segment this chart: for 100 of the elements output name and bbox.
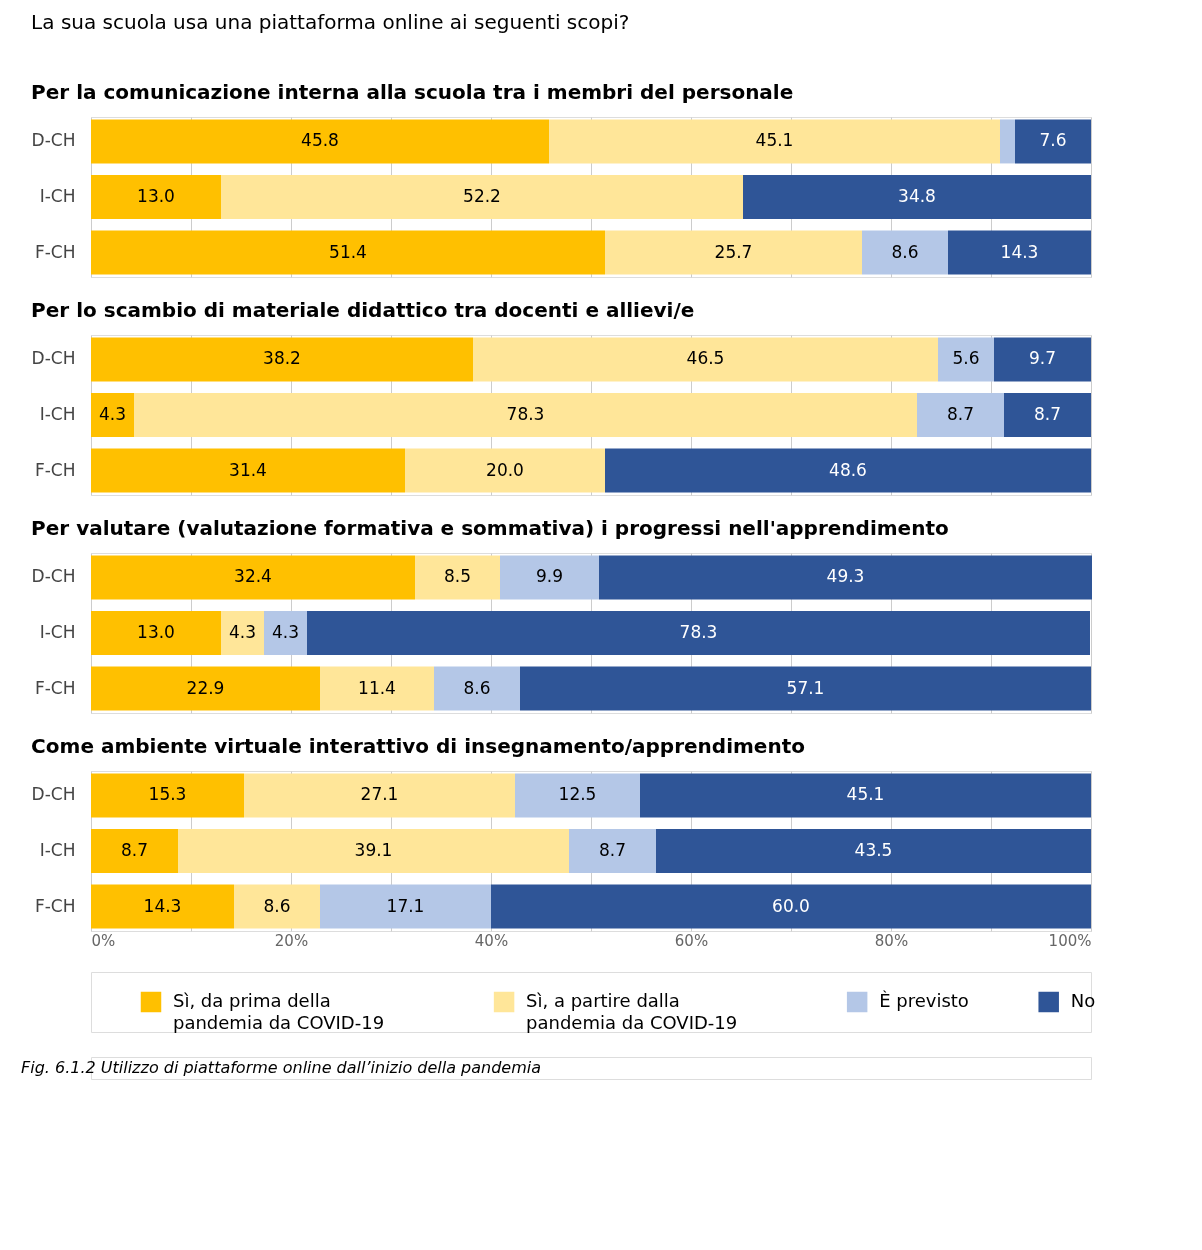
y-tick-label: D-CH bbox=[31, 130, 76, 151]
y-tick-label: D-CH bbox=[31, 348, 76, 369]
bar bbox=[91, 337, 473, 382]
bar bbox=[91, 230, 605, 275]
bar bbox=[434, 666, 520, 711]
bar bbox=[520, 666, 1091, 711]
data-label: 78.3 bbox=[679, 622, 718, 642]
data-label: 9.9 bbox=[535, 566, 564, 587]
chart-title: Per lo scambio di materiale didattico tra docenti e allievi/e bbox=[31, 298, 695, 322]
data-label: 48.6 bbox=[829, 459, 867, 480]
bar bbox=[605, 448, 1091, 493]
x-tick-label: 20% bbox=[274, 931, 309, 950]
data-label: 13.0 bbox=[137, 186, 175, 206]
bar bbox=[549, 119, 1000, 164]
y-tick-label: D-CH bbox=[31, 784, 76, 805]
bar bbox=[1015, 119, 1091, 164]
caption: Fig. 6.1.2 Utilizzo di piattaforme online dall’inizio della pandemia bbox=[21, 1058, 542, 1077]
legend-label: È previsto bbox=[879, 990, 969, 1011]
data-label: 14.3 bbox=[1000, 241, 1039, 262]
data-label: 57.1 bbox=[786, 677, 825, 698]
data-label: 43.5 bbox=[854, 840, 893, 860]
bar bbox=[91, 448, 405, 493]
y-tick-label: D-CH bbox=[31, 566, 76, 587]
bar bbox=[1000, 119, 1015, 164]
data-label: 49.3 bbox=[826, 566, 865, 587]
data-label: 7.6 bbox=[1039, 130, 1067, 151]
bar bbox=[91, 555, 415, 600]
data-label: 45.8 bbox=[301, 130, 339, 151]
data-label: 8.7 bbox=[598, 840, 627, 860]
bar bbox=[134, 393, 917, 437]
bar bbox=[948, 230, 1091, 275]
data-label: 34.8 bbox=[898, 186, 936, 206]
data-label: 14.3 bbox=[143, 895, 182, 916]
bar bbox=[917, 393, 1004, 437]
data-label: 32.4 bbox=[234, 566, 272, 587]
data-label: 22.9 bbox=[186, 677, 225, 698]
data-label: 8.7 bbox=[120, 840, 149, 860]
bar bbox=[938, 337, 994, 382]
y-tick-label: F-CH bbox=[34, 895, 76, 916]
bar bbox=[264, 611, 307, 655]
data-label: 4.3 bbox=[228, 622, 257, 642]
legend-label: Sì, a partire dalla pandemia da COVID-19 bbox=[526, 990, 738, 1033]
y-tick-label: I-CH bbox=[39, 840, 76, 860]
data-label: 8.5 bbox=[443, 566, 472, 587]
bar bbox=[91, 611, 221, 655]
data-label: 4.3 bbox=[98, 404, 127, 424]
bar bbox=[320, 666, 434, 711]
bar bbox=[1004, 393, 1091, 437]
y-tick-label: I-CH bbox=[39, 186, 76, 206]
bar bbox=[599, 555, 1092, 600]
chart-title: Come ambiente virtuale interattivo di insegnamento/apprendimento bbox=[31, 734, 805, 758]
data-label: 8.6 bbox=[463, 677, 491, 698]
data-label: 8.6 bbox=[891, 241, 919, 262]
bar bbox=[307, 611, 1090, 655]
x-tick-label: 60% bbox=[674, 931, 709, 950]
data-label: 52.2 bbox=[463, 186, 501, 206]
x-tick-label: 40% bbox=[474, 931, 509, 950]
data-label: 12.5 bbox=[558, 784, 597, 805]
y-tick-label: I-CH bbox=[39, 404, 76, 424]
data-label: 45.1 bbox=[755, 130, 794, 151]
bar bbox=[605, 230, 862, 275]
data-label: 60.0 bbox=[772, 895, 810, 916]
bar bbox=[405, 448, 605, 493]
bar bbox=[473, 337, 938, 382]
bar bbox=[91, 666, 320, 711]
data-label: 38.2 bbox=[263, 348, 301, 369]
bar bbox=[994, 337, 1091, 382]
legend-label: Sì, da prima della pandemia da COVID-19 bbox=[173, 990, 385, 1033]
legend-label: No bbox=[1070, 990, 1096, 1011]
y-tick-label: I-CH bbox=[39, 622, 76, 642]
x-tick-label: 0% bbox=[91, 931, 116, 950]
bar bbox=[91, 393, 134, 437]
bar bbox=[862, 230, 948, 275]
data-label: 5.6 bbox=[952, 348, 980, 369]
data-label: 20.0 bbox=[486, 459, 524, 480]
data-label: 39.1 bbox=[354, 840, 393, 860]
data-label: 45.1 bbox=[846, 784, 885, 805]
data-label: 46.5 bbox=[686, 348, 725, 369]
y-tick-label: F-CH bbox=[34, 459, 76, 480]
data-label: 8.7 bbox=[946, 404, 975, 424]
bar bbox=[221, 175, 743, 219]
x-tick-label: 100% bbox=[1048, 931, 1092, 950]
bar bbox=[91, 119, 549, 164]
data-label: 17.1 bbox=[386, 895, 425, 916]
data-label: 27.1 bbox=[360, 784, 399, 805]
data-label: 11.4 bbox=[358, 677, 396, 698]
x-tick-label: 80% bbox=[874, 931, 909, 950]
y-tick-label: F-CH bbox=[34, 241, 76, 262]
data-label: 13.0 bbox=[137, 622, 175, 642]
bar bbox=[415, 555, 500, 600]
y-tick-label: F-CH bbox=[34, 677, 76, 698]
data-label: 8.6 bbox=[263, 895, 291, 916]
data-label: 15.3 bbox=[148, 784, 187, 805]
bar bbox=[221, 611, 264, 655]
bar bbox=[500, 555, 599, 600]
chart-title: La sua scuola usa una piattaforma online ai seguenti scopi? bbox=[31, 10, 630, 34]
bar bbox=[743, 175, 1091, 219]
data-label: 4.3 bbox=[271, 622, 300, 642]
data-label: 8.7 bbox=[1033, 404, 1062, 424]
data-label: 78.3 bbox=[506, 404, 545, 424]
